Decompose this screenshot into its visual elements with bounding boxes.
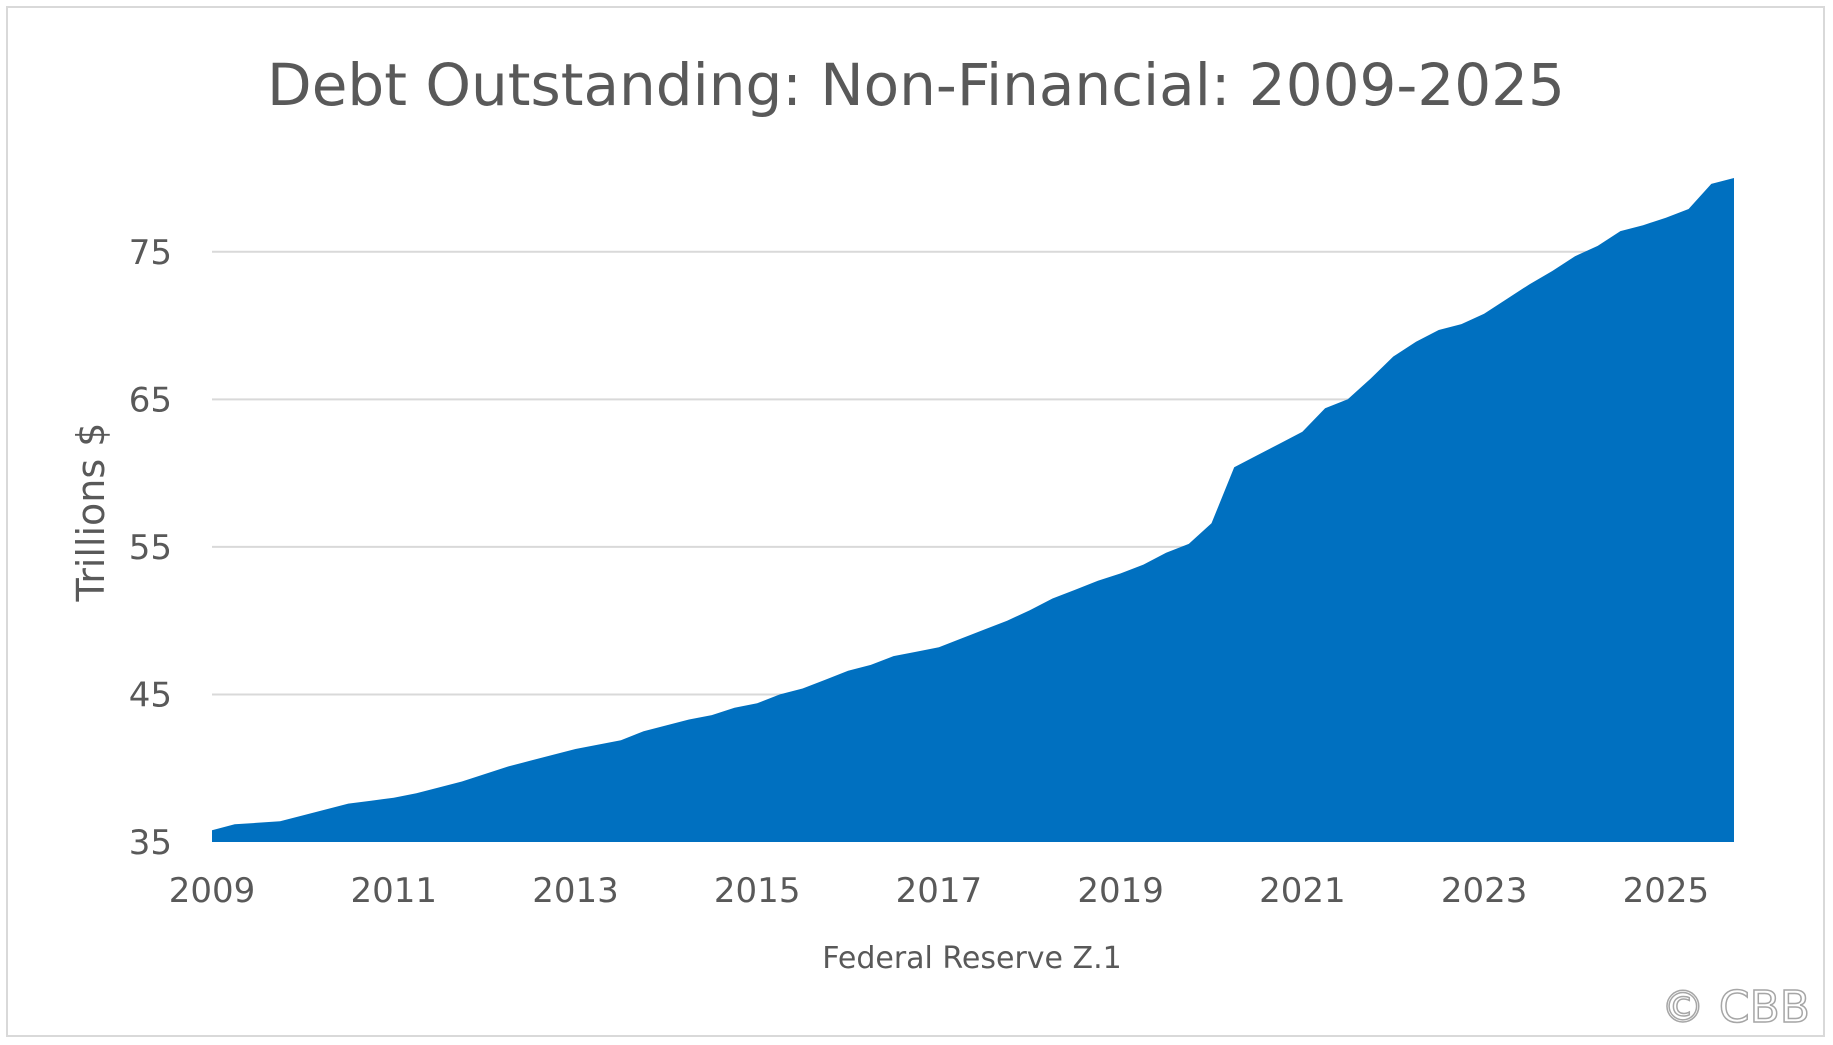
y-tick-label: 45 <box>129 675 172 715</box>
x-tick-label: 2015 <box>714 871 801 911</box>
x-tick-label: 2019 <box>1077 871 1164 911</box>
x-tick-label: 2021 <box>1259 871 1346 911</box>
y-axis-ticks: 35 45 55 65 75 <box>129 233 172 863</box>
debt-area-series <box>212 178 1734 842</box>
copyright-watermark: © CBB <box>1661 982 1810 1033</box>
x-tick-label: 2011 <box>350 871 437 911</box>
y-tick-label: 55 <box>129 528 172 568</box>
x-tick-label: 2023 <box>1441 871 1528 911</box>
y-tick-label: 35 <box>129 823 172 863</box>
y-tick-label: 75 <box>129 233 172 273</box>
y-tick-label: 65 <box>129 380 172 420</box>
x-tick-label: 2025 <box>1623 871 1710 911</box>
x-tick-label: 2013 <box>532 871 619 911</box>
x-tick-label: 2017 <box>896 871 983 911</box>
x-axis-title: Federal Reserve Z.1 <box>822 941 1121 976</box>
x-tick-label: 2009 <box>169 871 256 911</box>
y-axis-title: Trillions $ <box>69 423 113 603</box>
x-axis-ticks: 2009 2011 2013 2015 2017 2019 2021 2023 2025 <box>169 871 1709 911</box>
chart-title: Debt Outstanding: Non-Financial: 2009-20… <box>267 51 1565 119</box>
